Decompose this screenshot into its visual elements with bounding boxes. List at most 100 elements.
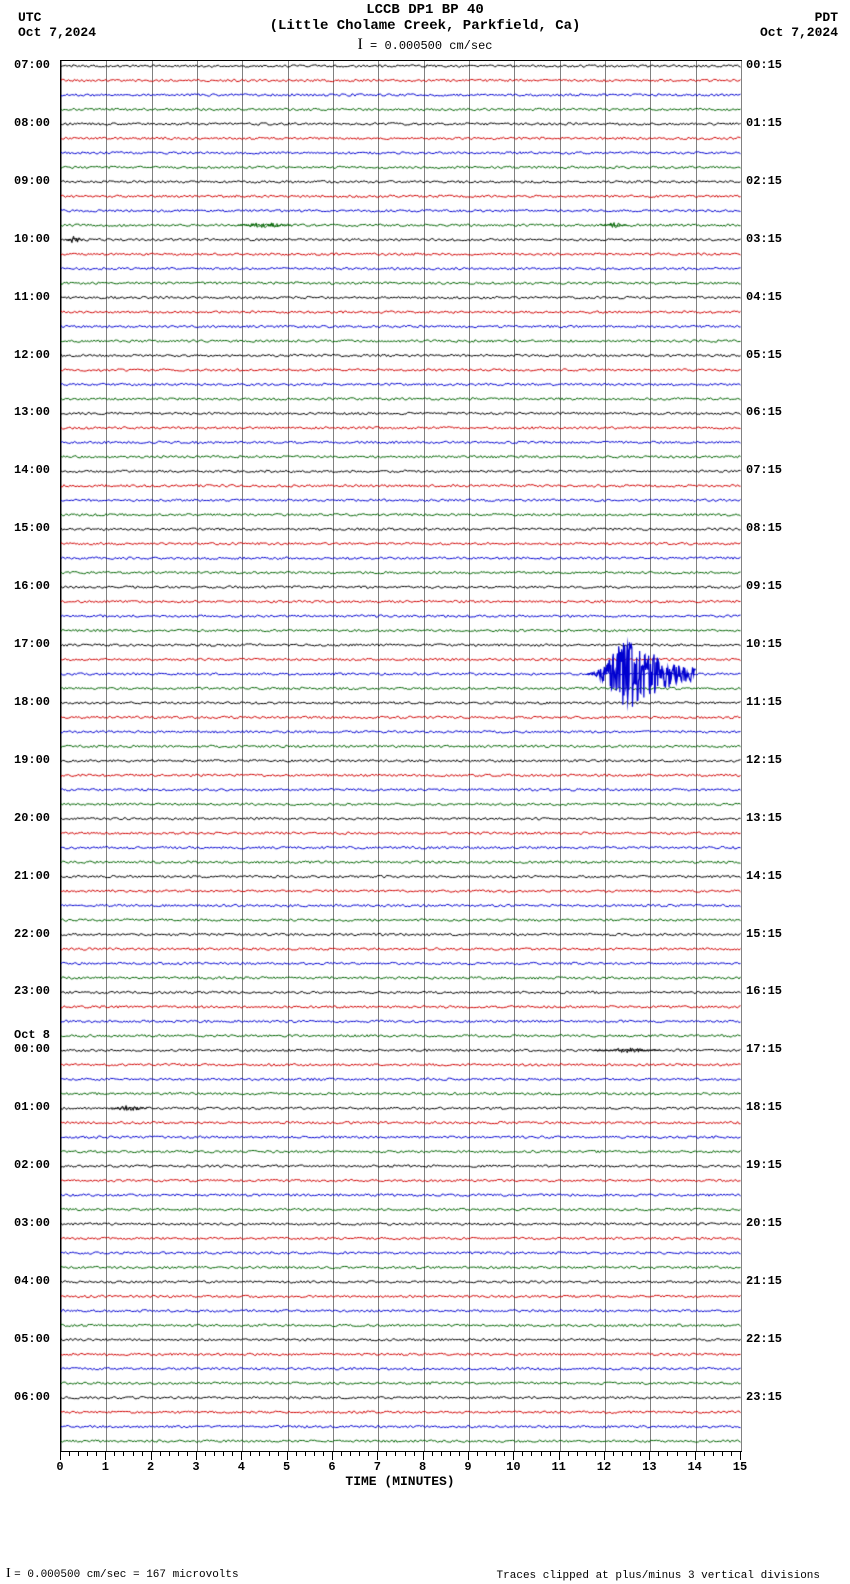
left-hour-label: 22:00: [14, 927, 50, 941]
x-tick-minor: [305, 1452, 306, 1456]
x-tick-minor: [495, 1452, 496, 1456]
x-tick-major: [332, 1452, 333, 1460]
right-hour-label: 17:15: [746, 1042, 782, 1056]
x-tick-label: 2: [147, 1460, 154, 1474]
x-tick-label: 7: [374, 1460, 381, 1474]
x-tick-minor: [459, 1452, 460, 1456]
x-tick-minor: [123, 1452, 124, 1456]
right-hour-label: 06:15: [746, 405, 782, 419]
right-hour-label: 14:15: [746, 869, 782, 883]
right-hour-label: 20:15: [746, 1216, 782, 1230]
x-tick-minor: [205, 1452, 206, 1456]
x-tick-major: [377, 1452, 378, 1460]
x-tick-minor: [214, 1452, 215, 1456]
left-hour-label: 02:00: [14, 1158, 50, 1172]
scale-indicator: I = 0.000500 cm/sec: [0, 36, 850, 54]
x-tick-minor: [69, 1452, 70, 1456]
left-hour-label: 08:00: [14, 116, 50, 130]
x-tick-minor: [577, 1452, 578, 1456]
right-hour-label: 13:15: [746, 811, 782, 825]
right-hour-label: 10:15: [746, 637, 782, 651]
x-tick-label: 11: [551, 1460, 565, 1474]
right-hour-label: 11:15: [746, 695, 782, 709]
x-tick-minor: [731, 1452, 732, 1456]
x-tick-major: [105, 1452, 106, 1460]
x-tick-minor: [522, 1452, 523, 1456]
scale-bar-icon: I: [358, 36, 363, 53]
x-tick-major: [423, 1452, 424, 1460]
x-tick-major: [241, 1452, 242, 1460]
right-hour-label: 21:15: [746, 1274, 782, 1288]
x-tick-minor: [232, 1452, 233, 1456]
x-tick-label: 1: [102, 1460, 109, 1474]
x-tick-minor: [586, 1452, 587, 1456]
left-hour-label: 17:00: [14, 637, 50, 651]
footer-left-text: = 0.000500 cm/sec = 167 microvolts: [14, 1569, 238, 1581]
x-tick-major: [287, 1452, 288, 1460]
x-tick-major: [468, 1452, 469, 1460]
x-tick-minor: [595, 1452, 596, 1456]
footer-left: I = 0.000500 cm/sec = 167 microvolts: [6, 1566, 239, 1582]
x-tick-major: [60, 1452, 61, 1460]
x-tick-minor: [323, 1452, 324, 1456]
right-hour-label: 05:15: [746, 348, 782, 362]
right-hour-label: 01:15: [746, 116, 782, 130]
x-tick-label: 15: [733, 1460, 747, 1474]
right-hour-label: 00:15: [746, 58, 782, 72]
x-tick-major: [513, 1452, 514, 1460]
left-hour-label: 03:00: [14, 1216, 50, 1230]
x-tick-minor: [686, 1452, 687, 1456]
x-tick-minor: [359, 1452, 360, 1456]
x-tick-major: [740, 1452, 741, 1460]
x-tick-minor: [142, 1452, 143, 1456]
right-hour-label: 03:15: [746, 232, 782, 246]
x-tick-minor: [386, 1452, 387, 1456]
x-tick-major: [604, 1452, 605, 1460]
x-tick-minor: [133, 1452, 134, 1456]
footer-right: Traces clipped at plus/minus 3 vertical …: [497, 1570, 820, 1582]
header: LCCB DP1 BP 40 (Little Cholame Creek, Pa…: [0, 2, 850, 54]
right-hour-label: 15:15: [746, 927, 782, 941]
scale-text: = 0.000500 cm/sec: [370, 39, 492, 53]
x-tick-major: [649, 1452, 650, 1460]
left-hour-label: 19:00: [14, 753, 50, 767]
right-hour-label: 23:15: [746, 1390, 782, 1404]
x-tick-minor: [250, 1452, 251, 1456]
x-tick-minor: [550, 1452, 551, 1456]
x-tick-label: 0: [56, 1460, 63, 1474]
title-line1: LCCB DP1 BP 40: [0, 2, 850, 18]
x-tick-minor: [622, 1452, 623, 1456]
right-hour-label: 04:15: [746, 290, 782, 304]
x-tick-minor: [631, 1452, 632, 1456]
x-tick-minor: [432, 1452, 433, 1456]
x-tick-minor: [314, 1452, 315, 1456]
right-hour-label: 08:15: [746, 521, 782, 535]
x-tick-major: [196, 1452, 197, 1460]
x-tick-minor: [713, 1452, 714, 1456]
right-hour-label: 22:15: [746, 1332, 782, 1346]
left-hour-label: 04:00: [14, 1274, 50, 1288]
right-hour-label: 02:15: [746, 174, 782, 188]
seismogram-canvas: [61, 61, 741, 1451]
left-hour-label: 06:00: [14, 1390, 50, 1404]
x-tick-minor: [658, 1452, 659, 1456]
x-tick-minor: [405, 1452, 406, 1456]
x-tick-major: [151, 1452, 152, 1460]
x-tick-label: 5: [283, 1460, 290, 1474]
left-hour-label: 09:00: [14, 174, 50, 188]
x-tick-minor: [96, 1452, 97, 1456]
x-tick-label: 6: [328, 1460, 335, 1474]
x-tick-major: [559, 1452, 560, 1460]
seismogram-container: UTC Oct 7,2024 PDT Oct 7,2024 LCCB DP1 B…: [0, 0, 850, 1584]
left-hour-label: 10:00: [14, 232, 50, 246]
x-tick-label: 13: [642, 1460, 656, 1474]
x-tick-minor: [160, 1452, 161, 1456]
x-tick-minor: [667, 1452, 668, 1456]
x-tick-minor: [477, 1452, 478, 1456]
x-tick-minor: [368, 1452, 369, 1456]
left-hour-label: 15:00: [14, 521, 50, 535]
x-tick-minor: [114, 1452, 115, 1456]
x-tick-label: 14: [687, 1460, 701, 1474]
x-tick-minor: [341, 1452, 342, 1456]
left-hour-label: 20:00: [14, 811, 50, 825]
